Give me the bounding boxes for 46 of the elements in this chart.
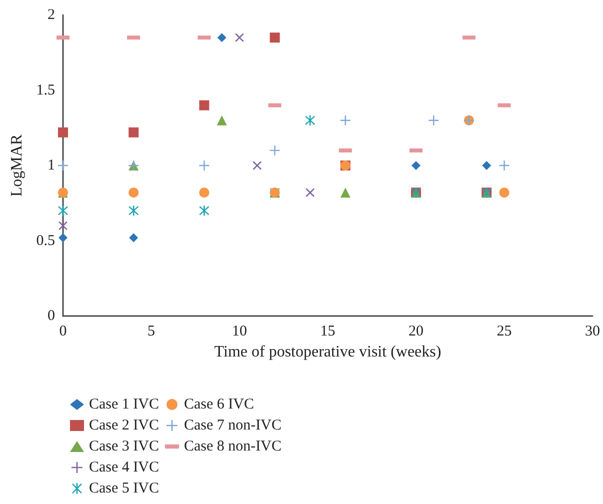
- point: [199, 206, 210, 216]
- point: [199, 188, 210, 198]
- x-tick-label: 10: [232, 324, 247, 340]
- point: [58, 233, 68, 242]
- legend-label: Case 6 IVC: [184, 396, 254, 412]
- legend-label: Case 8 non-IVC: [184, 438, 282, 454]
- point: [252, 161, 262, 170]
- point: [58, 221, 68, 230]
- x-tick-label: 30: [585, 324, 600, 340]
- point: [199, 160, 210, 170]
- x-tick-label: 5: [148, 324, 155, 340]
- y-axis-title: LogMAR: [8, 134, 26, 197]
- legend-label: Case 1 IVC: [89, 396, 159, 412]
- point: [270, 32, 280, 43]
- legend-label: Case 4 IVC: [89, 460, 159, 476]
- y-tick-label: 0: [48, 308, 55, 324]
- x-tick-label: 0: [59, 324, 67, 340]
- y-tick-label: 1.5: [36, 82, 55, 98]
- point: [235, 33, 244, 42]
- point: [199, 100, 210, 110]
- point: [216, 115, 227, 126]
- point: [499, 160, 510, 170]
- point: [499, 188, 510, 198]
- point: [340, 188, 350, 198]
- legend-label: Case 7 non-IVC: [184, 418, 282, 434]
- point: [58, 127, 68, 138]
- legend-label: Case 2 IVC: [89, 418, 159, 434]
- y-tick-label: 0.5: [36, 232, 55, 249]
- point: [129, 233, 138, 242]
- point: [128, 206, 139, 216]
- y-tick-label: 1: [48, 158, 55, 174]
- point: [128, 127, 139, 138]
- point: [306, 188, 314, 197]
- x-tick-label: 15: [320, 324, 336, 340]
- x-tick-label: 25: [496, 324, 512, 340]
- point: [270, 145, 280, 156]
- x-tick-label: 20: [408, 324, 424, 340]
- point: [128, 188, 139, 198]
- legend-label: Case 3 IVC: [89, 438, 159, 454]
- point: [412, 161, 420, 170]
- point: [305, 115, 316, 126]
- point: [482, 161, 492, 170]
- x-axis-title: Time of postoperative visit (weeks): [214, 344, 442, 360]
- y-tick-label: 2: [48, 7, 55, 23]
- legend-label: Case 5 IVC: [89, 480, 159, 496]
- point: [217, 33, 226, 42]
